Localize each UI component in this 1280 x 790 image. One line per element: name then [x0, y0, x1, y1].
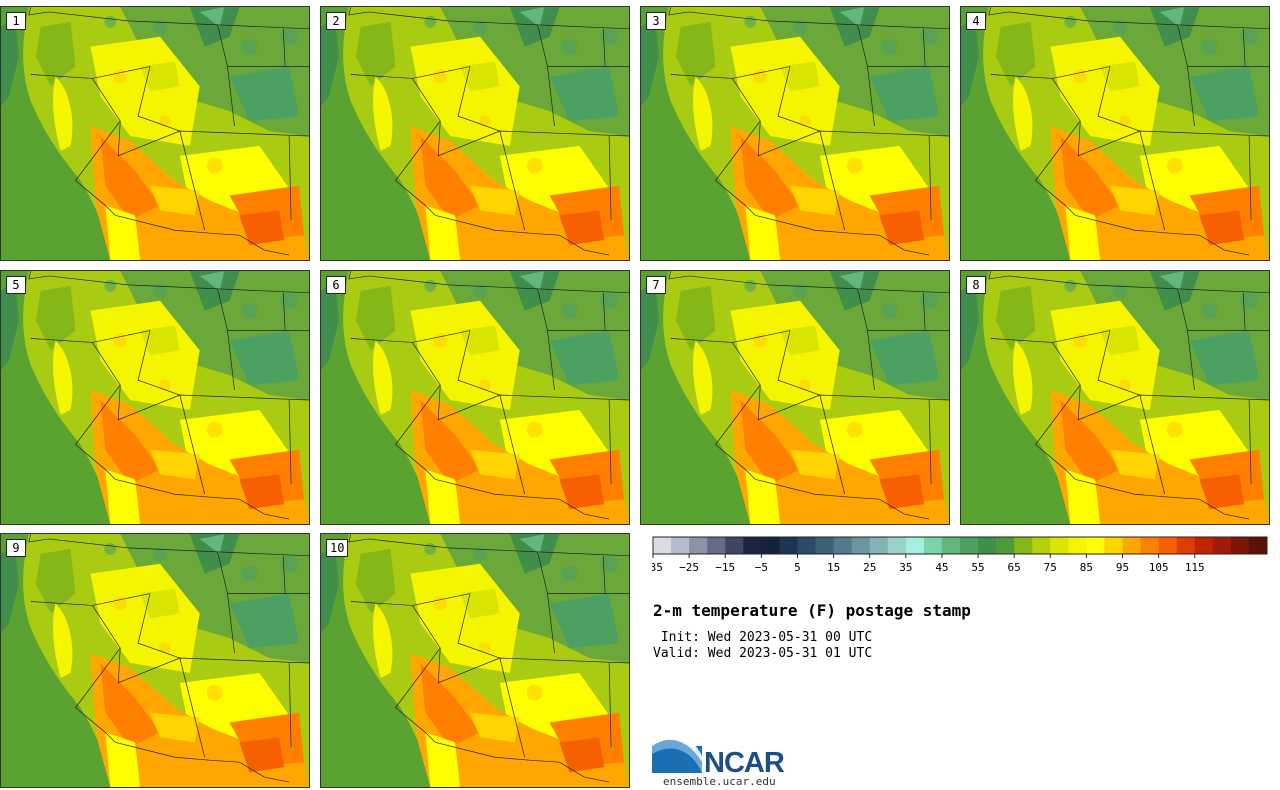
temperature-map — [641, 7, 949, 260]
colorbar-swatch — [960, 537, 979, 554]
colorbar-tick-label: 25 — [863, 561, 876, 574]
colorbar-swatch — [1248, 537, 1268, 554]
temperature-map — [961, 7, 1269, 260]
ensemble-member-panel[interactable]: 3 — [640, 6, 950, 261]
colorbar-swatch — [1230, 537, 1250, 554]
colorbar-swatch — [978, 537, 997, 554]
temperature-map — [321, 7, 629, 260]
colorbar-swatch — [653, 537, 672, 554]
colorbar-swatch — [833, 537, 853, 554]
colorbar-tick-label: 65 — [1008, 561, 1021, 574]
temperature-map — [1, 534, 309, 787]
colorbar-tick-label: 115 — [1185, 561, 1205, 574]
colorbar-swatch — [887, 537, 907, 554]
colorbar-swatch — [815, 537, 835, 554]
colorbar-swatch — [1050, 537, 1069, 554]
ensemble-member-panel[interactable]: 1 — [0, 6, 310, 261]
colorbar-swatch — [1140, 537, 1160, 554]
temperature-map — [1, 271, 309, 524]
colorbar-swatch — [1122, 537, 1142, 554]
colorbar-swatch — [1212, 537, 1232, 554]
colorbar-tick-label: −5 — [755, 561, 768, 574]
ncar-logo: NCAR — [652, 734, 786, 778]
temperature-map — [321, 271, 629, 524]
member-number-label: 6 — [326, 276, 346, 294]
colorbar-swatch — [1158, 537, 1178, 554]
colorbar-swatch — [725, 537, 744, 554]
ensemble-member-panel[interactable]: 8 — [960, 270, 1270, 525]
colorbar-tick-label: 45 — [935, 561, 948, 574]
colorbar-swatch — [1104, 537, 1124, 554]
colorbar-tick-label: 95 — [1116, 561, 1129, 574]
colorbar-swatch — [1068, 537, 1087, 554]
temperature-map — [321, 534, 629, 787]
logo-text: NCAR — [704, 747, 785, 778]
ensemble-member-panel[interactable]: 6 — [320, 270, 630, 525]
ensemble-member-panel[interactable]: 2 — [320, 6, 630, 261]
colorbar-swatch — [923, 537, 943, 554]
ensemble-member-panel[interactable]: 10 — [320, 533, 630, 788]
colorbar-swatch — [1086, 537, 1105, 554]
ensemble-member-panel[interactable]: 4 — [960, 6, 1270, 261]
colorbar-swatch — [941, 537, 961, 554]
colorbar-swatch — [1176, 537, 1196, 554]
member-number-label: 3 — [646, 12, 666, 30]
logo-mark-swoosh — [652, 739, 702, 773]
colorbar-swatch — [779, 537, 798, 554]
colorbar-tick-label: −35 — [652, 561, 663, 574]
colorbar-swatch — [1032, 537, 1051, 554]
temperature-colorbar: −35 −25 −15 −5 5 15 25 35 45 55 65 75 85 95 105 115 — [652, 536, 1268, 574]
colorbar-tick-label: 55 — [971, 561, 984, 574]
colorbar-tick-label: −25 — [679, 561, 699, 574]
colorbar-swatch — [689, 537, 708, 554]
logo-url: ensemble.ucar.edu — [663, 775, 776, 788]
colorbar-swatch — [761, 537, 780, 554]
valid-time: Valid: Wed 2023-05-31 01 UTC — [653, 646, 873, 661]
member-number-label: 4 — [966, 12, 986, 30]
colorbar-swatch — [1194, 537, 1214, 554]
colorbar-tick-label: 35 — [899, 561, 912, 574]
init-time: Init: Wed 2023-05-31 00 UTC — [653, 630, 873, 645]
ensemble-member-panel[interactable]: 9 — [0, 533, 310, 788]
colorbar-tick-label: 5 — [794, 561, 801, 574]
colorbar-tick-label: 75 — [1044, 561, 1057, 574]
member-number-label: 1 — [6, 12, 26, 30]
colorbar-swatch — [743, 537, 762, 554]
temperature-map — [961, 271, 1269, 524]
member-number-label: 9 — [6, 539, 26, 557]
colorbar-swatch — [851, 537, 871, 554]
member-number-label: 5 — [6, 276, 26, 294]
plot-title: 2-m temperature (F) postage stamp — [653, 601, 971, 620]
colorbar-swatch — [797, 537, 817, 554]
member-number-label: 2 — [326, 12, 346, 30]
colorbar-swatch — [1014, 537, 1033, 554]
colorbar-swatch — [996, 537, 1015, 554]
colorbar-swatch — [869, 537, 889, 554]
temperature-map — [641, 271, 949, 524]
colorbar-tick-label: 105 — [1149, 561, 1169, 574]
colorbar-swatch — [671, 537, 690, 554]
colorbar-swatch — [707, 537, 726, 554]
ensemble-member-panel[interactable]: 7 — [640, 270, 950, 525]
colorbar-tick-label: 15 — [827, 561, 840, 574]
ensemble-member-panel[interactable]: 5 — [0, 270, 310, 525]
colorbar-swatch — [905, 537, 925, 554]
colorbar-tick-label: −15 — [715, 561, 735, 574]
temperature-map — [1, 7, 309, 260]
member-number-label: 8 — [966, 276, 986, 294]
member-number-label: 10 — [326, 539, 349, 557]
colorbar-tick-label: 85 — [1080, 561, 1093, 574]
member-number-label: 7 — [646, 276, 666, 294]
